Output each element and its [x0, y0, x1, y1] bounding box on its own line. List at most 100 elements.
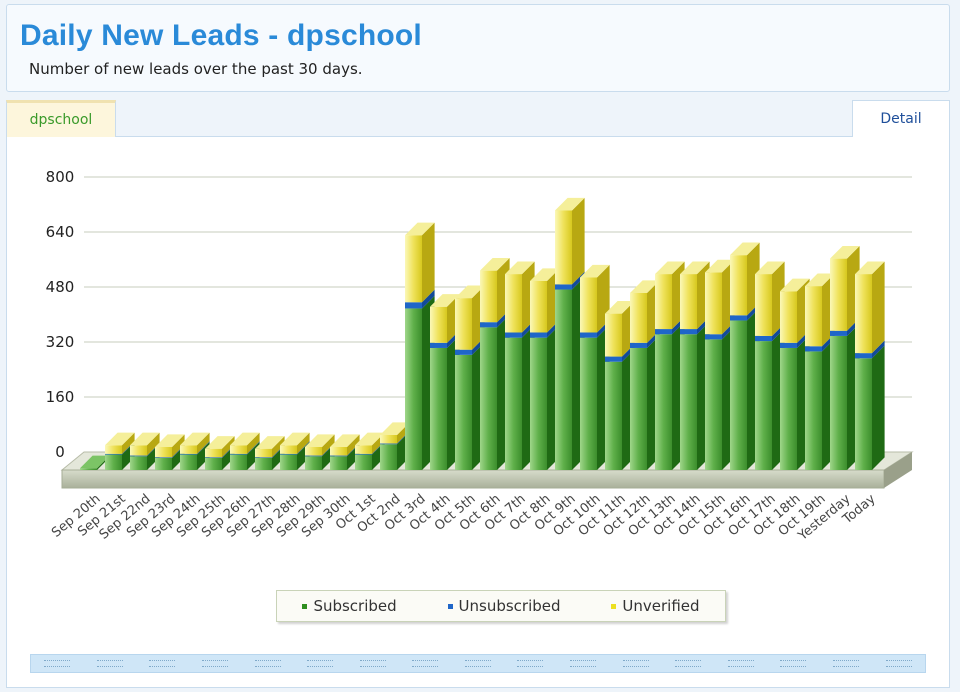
y-tick-label: 320 — [46, 333, 75, 351]
bar-segment-unverified-side — [172, 434, 185, 458]
bar-top — [180, 432, 210, 446]
bar-segment-unsubscribed — [830, 330, 847, 336]
bar-segment-subscribed — [480, 327, 497, 470]
bar-top — [655, 261, 685, 275]
header-box: Daily New Leads - dpschool Number of new… — [6, 4, 950, 92]
y-tick-label: 800 — [46, 168, 75, 186]
bar-segment-unverified-side — [572, 197, 585, 285]
bar-segment-unverified — [680, 274, 697, 330]
bar-segment-unsubscribed — [480, 322, 497, 328]
bar-top — [680, 261, 710, 275]
bar-top — [430, 294, 460, 307]
bar-segment-unsubscribed — [530, 332, 547, 338]
floor-side — [884, 452, 912, 488]
scrollbar-grip — [727, 660, 754, 667]
bar — [780, 278, 810, 470]
bar-top — [280, 432, 310, 446]
scrollbar-grip — [675, 660, 702, 667]
scrollbar-grip — [359, 660, 386, 667]
bar-segment-subscribed — [555, 289, 572, 470]
legend-item-unsubscribed: Unsubscribed — [447, 597, 561, 615]
page-subtitle: Number of new leads over the past 30 day… — [29, 60, 363, 78]
bar-segment-unverified — [630, 292, 647, 343]
bar-segment-unverified-side — [422, 222, 435, 303]
bar-segment-unsubscribed — [280, 453, 297, 455]
bar-segment-unsubscribed — [180, 453, 197, 455]
bar-segment-unverified — [705, 272, 722, 335]
bar-segment-unverified — [230, 445, 247, 454]
bar-segment-unverified — [405, 235, 422, 303]
bars-layer — [80, 197, 885, 470]
bar-top — [630, 280, 660, 293]
bar-top — [355, 432, 385, 446]
bar-segment-subscribed — [780, 347, 797, 470]
scrollbar-grip — [254, 660, 281, 667]
bar-segment-unverified — [130, 445, 147, 456]
bar-segment-subscribed — [255, 457, 272, 470]
bar-segment-subscribed — [630, 347, 647, 470]
bar-segment-unsubscribed — [230, 453, 247, 455]
bar-top — [205, 436, 235, 449]
bar-segment-unverified — [180, 445, 197, 454]
scrollbar-grip — [149, 660, 176, 667]
bar-segment-unverified-side — [247, 432, 260, 454]
bar-segment-subscribed — [105, 454, 122, 470]
bar — [305, 434, 335, 470]
bar — [130, 432, 160, 470]
tab-detail[interactable]: Detail — [852, 100, 950, 137]
bar-segment-unsubscribed — [205, 457, 222, 458]
bar-top — [455, 285, 485, 299]
bar-segment-unverified-side — [347, 434, 360, 456]
tab-dpschool[interactable]: dpschool — [6, 100, 116, 137]
bar-segment-subscribed — [330, 456, 347, 470]
bar-segment-unverified — [555, 210, 572, 285]
bar-segment-unsubscribed — [430, 342, 447, 348]
bar-segment-unsubscribed — [705, 334, 722, 340]
bar-segment-subscribed — [355, 454, 372, 470]
bar-segment-subscribed — [580, 337, 597, 470]
bar-segment-subscribed-side — [872, 345, 885, 470]
bar-segment-unsubscribed — [855, 353, 872, 359]
bar-segment-unsubscribed — [105, 453, 122, 455]
scrollbar-grip — [832, 660, 859, 667]
bar-segment-unverified — [830, 258, 847, 331]
bar-segment-unverified — [280, 445, 297, 454]
bar-segment-subscribed — [205, 457, 222, 470]
bar-segment-unsubscribed — [155, 457, 172, 458]
bar-segment-unsubscribed — [305, 455, 322, 457]
bar-segment-subscribed — [855, 358, 872, 470]
bar-segment-unsubscribed-side — [872, 340, 885, 359]
bar-segment-subscribed — [530, 337, 547, 470]
bar-segment-subscribed — [605, 361, 622, 470]
bar-top — [380, 422, 410, 435]
bar-segment-subscribed — [130, 456, 147, 470]
y-tick-label: 640 — [46, 223, 75, 241]
bar-top — [805, 273, 835, 287]
bar-segment-unverified-side — [297, 432, 310, 454]
bar-segment-unverified-side — [122, 432, 135, 454]
bar-segment-subscribed — [380, 444, 397, 470]
scrollbar-grip — [412, 660, 439, 667]
bar-top — [405, 222, 435, 236]
scrollbar-grip — [202, 660, 229, 667]
bar-segment-unsubscribed — [655, 329, 672, 335]
bar-segment-unsubscribed — [680, 329, 697, 335]
bar-segment-subscribed — [805, 351, 822, 470]
scrollbar-grip — [780, 660, 807, 667]
bar-top — [705, 259, 735, 273]
bar-segment-unsubscribed — [505, 332, 522, 338]
y-tick-label: 160 — [46, 388, 75, 406]
bar-segment-unsubscribed — [780, 342, 797, 348]
bar-segment-unverified — [855, 274, 872, 354]
bar-segment-unsubscribed-side — [247, 441, 260, 455]
bar-segment-unsubscribed — [330, 455, 347, 457]
bar-segment-subscribed — [180, 454, 197, 470]
bar-segment-subscribed — [305, 456, 322, 470]
bar-top — [555, 197, 585, 211]
bar-top — [105, 432, 135, 446]
bar-segment-unsubscribed-side — [197, 441, 210, 455]
bar-segment-unverified — [805, 286, 822, 347]
bar-segment-unsubscribed — [630, 342, 647, 348]
horizontal-scrollbar[interactable] — [30, 654, 926, 673]
page-title: Daily New Leads - dpschool — [20, 19, 422, 52]
